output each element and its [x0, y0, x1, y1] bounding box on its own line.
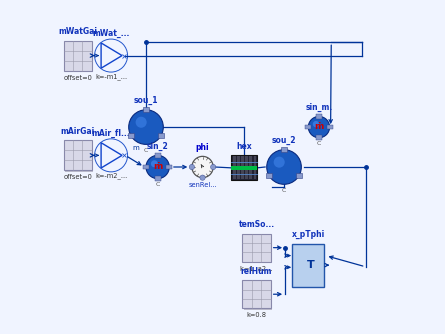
Text: senRel...: senRel... [188, 182, 217, 188]
Text: offset=0: offset=0 [63, 174, 92, 180]
Circle shape [151, 160, 158, 167]
FancyBboxPatch shape [327, 125, 332, 129]
FancyBboxPatch shape [292, 243, 324, 287]
Text: k=1  a2...: k=1 a2... [240, 266, 273, 272]
Circle shape [210, 164, 216, 170]
Text: mAir_fl...: mAir_fl... [92, 129, 130, 138]
FancyBboxPatch shape [231, 166, 257, 170]
FancyBboxPatch shape [281, 147, 287, 152]
Text: mWat_...: mWat_... [93, 29, 130, 38]
Text: hex: hex [236, 142, 252, 151]
FancyBboxPatch shape [245, 156, 248, 179]
FancyBboxPatch shape [231, 155, 257, 180]
FancyBboxPatch shape [155, 176, 161, 181]
Text: C: C [317, 141, 321, 146]
Circle shape [192, 156, 213, 178]
Text: sou_2: sou_2 [272, 136, 296, 145]
Circle shape [308, 117, 330, 138]
FancyBboxPatch shape [233, 156, 235, 179]
FancyBboxPatch shape [244, 235, 272, 263]
FancyBboxPatch shape [128, 133, 134, 138]
Text: k=-m1_...: k=-m1_... [95, 73, 127, 79]
FancyBboxPatch shape [64, 41, 92, 70]
Text: relHum: relHum [241, 267, 272, 276]
FancyBboxPatch shape [65, 142, 93, 172]
Text: ṁ: ṁ [314, 122, 324, 131]
Text: phi: phi [196, 143, 209, 152]
Text: temSo...: temSo... [239, 220, 275, 229]
Circle shape [189, 164, 194, 170]
FancyBboxPatch shape [305, 125, 312, 129]
Text: m: m [132, 145, 139, 151]
Circle shape [313, 121, 319, 127]
FancyBboxPatch shape [243, 233, 271, 262]
Circle shape [129, 110, 163, 144]
Circle shape [146, 155, 169, 179]
FancyBboxPatch shape [64, 140, 92, 170]
FancyBboxPatch shape [237, 156, 240, 179]
Text: ṁ: ṁ [153, 162, 162, 171]
FancyBboxPatch shape [143, 165, 149, 169]
Circle shape [267, 150, 301, 184]
FancyBboxPatch shape [241, 156, 244, 179]
Circle shape [136, 117, 147, 128]
FancyBboxPatch shape [243, 280, 271, 308]
Text: C: C [144, 148, 148, 153]
Text: k=0.8: k=0.8 [247, 312, 267, 318]
FancyBboxPatch shape [295, 173, 302, 178]
Text: C: C [282, 188, 286, 193]
Text: T: T [307, 260, 315, 270]
Text: sou_1: sou_1 [134, 96, 158, 105]
Text: x_pTphi: x_pTphi [291, 229, 325, 238]
FancyBboxPatch shape [266, 173, 272, 178]
Text: sin_2: sin_2 [147, 142, 169, 151]
FancyBboxPatch shape [155, 153, 161, 158]
FancyBboxPatch shape [65, 42, 93, 72]
FancyBboxPatch shape [158, 133, 164, 138]
Text: sin_m.: sin_m. [305, 103, 332, 112]
Text: k=-m2_...: k=-m2_... [95, 173, 127, 179]
FancyBboxPatch shape [250, 156, 252, 179]
FancyBboxPatch shape [244, 282, 272, 310]
FancyBboxPatch shape [166, 165, 172, 169]
Circle shape [274, 157, 285, 168]
FancyBboxPatch shape [254, 156, 256, 179]
FancyBboxPatch shape [316, 114, 322, 119]
FancyBboxPatch shape [316, 135, 322, 140]
Text: mWatGai: mWatGai [58, 27, 97, 36]
Text: C: C [155, 182, 160, 187]
Text: offset=0: offset=0 [63, 74, 92, 80]
Circle shape [200, 175, 205, 180]
Text: mAirGai: mAirGai [61, 127, 95, 136]
FancyBboxPatch shape [143, 107, 150, 113]
